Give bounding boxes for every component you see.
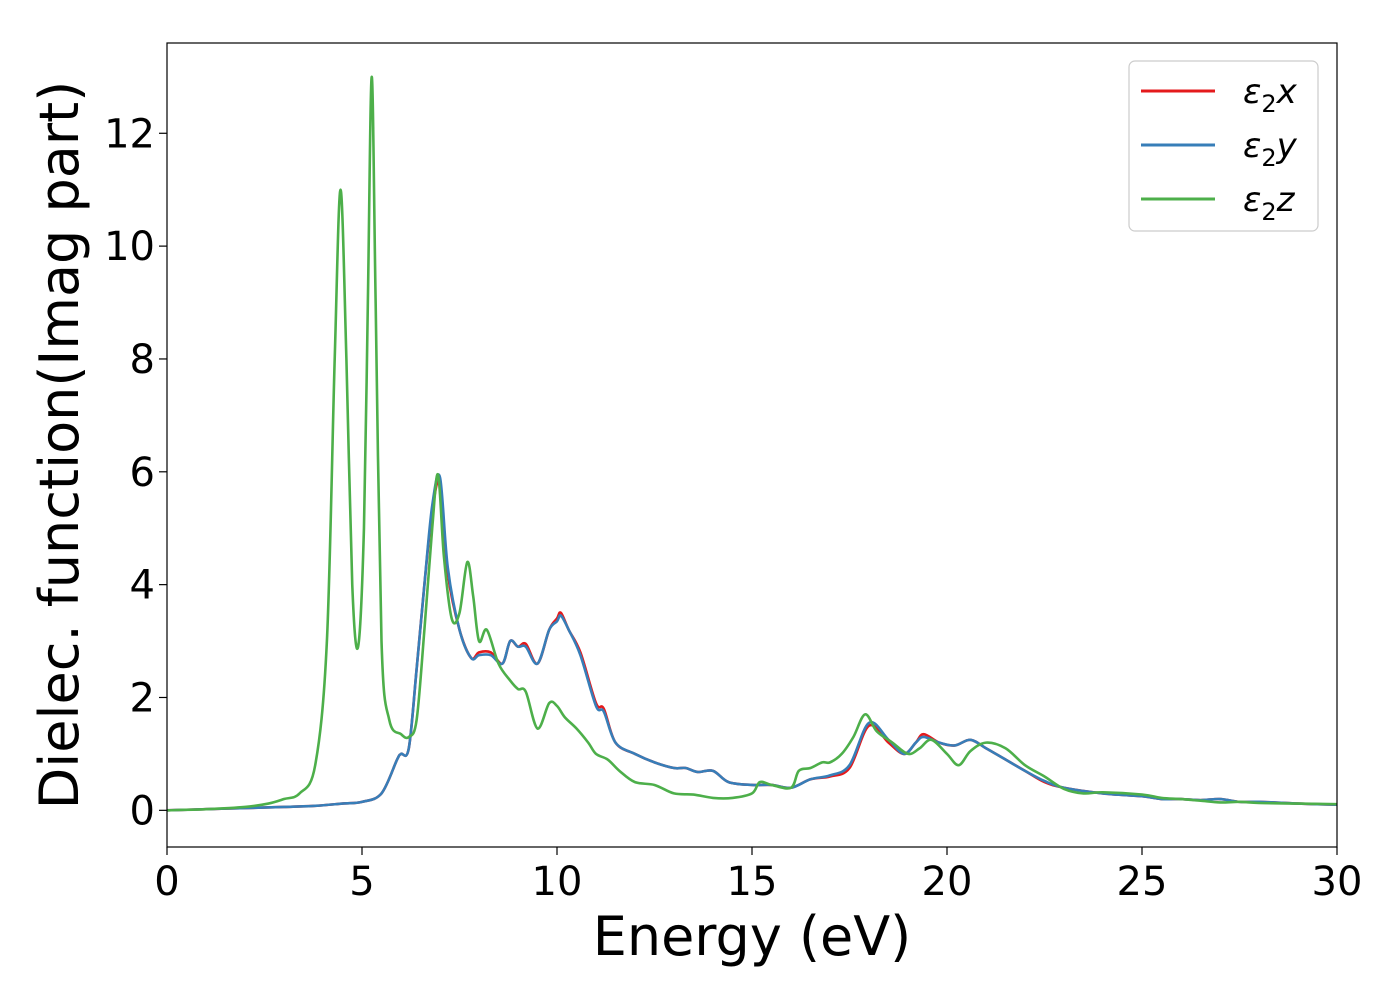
legend-label-x: ε2x — [1243, 72, 1298, 118]
legend-box — [1128, 60, 1319, 232]
y-tick-label: 0 — [130, 788, 155, 834]
x-tick-label: 15 — [727, 859, 778, 905]
x-tick-label: 20 — [922, 859, 973, 905]
x-axis: 0 5 10 15 20 25 30 — [154, 847, 1362, 905]
y-tick-label: 6 — [130, 450, 155, 496]
legend-label-z: ε2z — [1243, 180, 1296, 226]
y-tick-label: 2 — [130, 675, 155, 721]
y-axis: 0 2 4 6 8 10 12 — [104, 111, 167, 834]
y-tick-label: 10 — [104, 224, 155, 270]
x-tick-label: 10 — [532, 859, 583, 905]
x-tick-label: 0 — [154, 859, 179, 905]
x-tick-label: 25 — [1117, 859, 1168, 905]
y-tick-label: 4 — [130, 563, 155, 609]
series-line-z — [167, 75, 1337, 812]
y-tick-label: 12 — [104, 111, 155, 157]
series-line-y — [167, 473, 1337, 812]
x-tick-label: 5 — [349, 859, 374, 905]
legend: ε2x ε2y ε2z — [1128, 60, 1319, 232]
series-layer — [167, 75, 1337, 812]
legend-label-y: ε2y — [1243, 126, 1298, 172]
x-tick-label: 30 — [1312, 859, 1363, 905]
x-axis-label: Energy (eV) — [593, 905, 912, 968]
y-axis-label: Dielec. function(Imag part) — [28, 81, 91, 810]
y-tick-label: 8 — [130, 337, 155, 383]
